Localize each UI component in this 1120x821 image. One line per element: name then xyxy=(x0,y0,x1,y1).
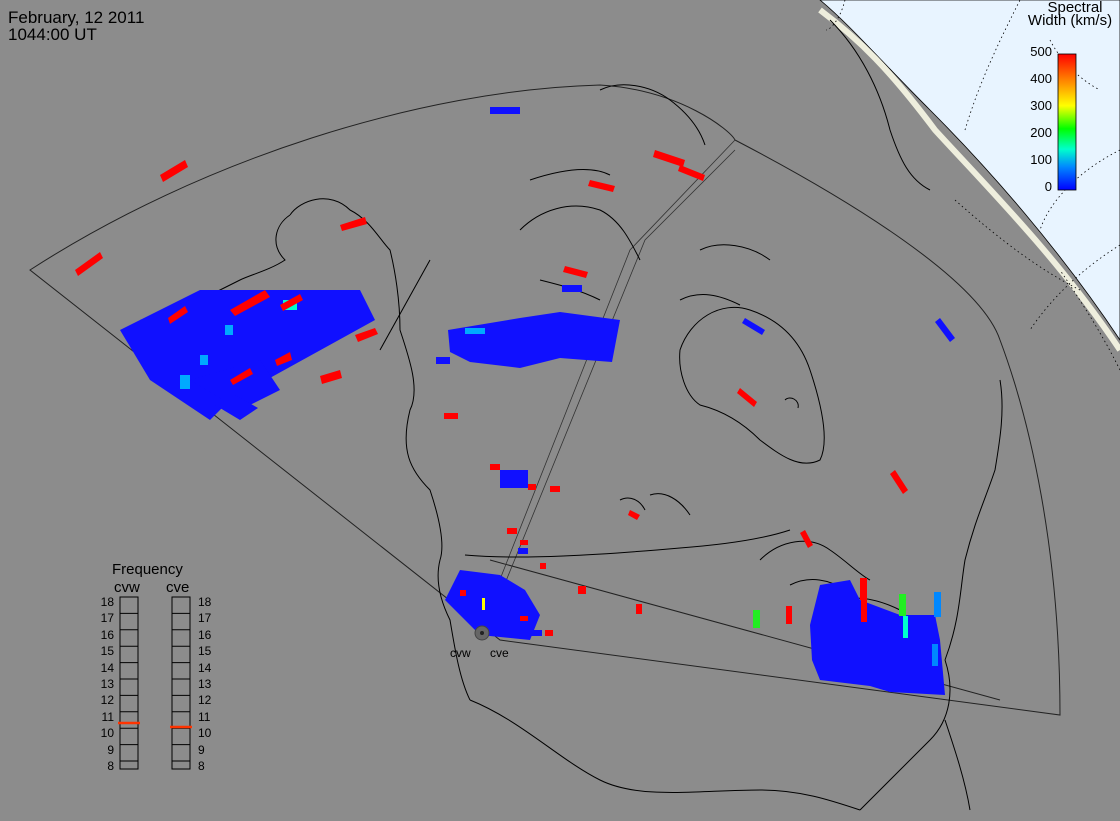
freq-scale-label: 14 xyxy=(198,660,212,675)
freq-scale-label: 12 xyxy=(100,693,114,708)
freq-scale-label: 8 xyxy=(198,759,205,773)
echo-cluster-alaska xyxy=(120,290,375,420)
freq-scale-label: 11 xyxy=(198,709,211,724)
freq-scale-label: 13 xyxy=(198,677,212,691)
echo-red-alaska xyxy=(75,160,378,385)
freq-scale-label: 15 xyxy=(100,644,114,659)
legend-tick-label: 300 xyxy=(1030,98,1052,113)
legend-tick-label: 200 xyxy=(1030,125,1052,140)
echo-cluster-east xyxy=(753,578,945,695)
freq-scale-label: 17 xyxy=(198,611,212,626)
legend-tick-label: 500 xyxy=(1030,44,1052,59)
coastlines xyxy=(179,19,1003,811)
echo-cluster-site xyxy=(445,540,553,640)
legend-tick-label: 100 xyxy=(1030,152,1052,167)
freq-scale-label: 16 xyxy=(100,627,114,642)
legend-title-1: Spectral xyxy=(1047,0,1103,16)
legend-title-2: Width (km/s) xyxy=(1027,12,1113,29)
echo-cluster-central xyxy=(436,107,620,488)
legend-tick-label: 0 xyxy=(1044,179,1052,194)
date-label: February, 12 2011 xyxy=(8,8,145,27)
terminator-line xyxy=(818,7,1120,352)
freq-scale-label: 13 xyxy=(100,677,114,691)
freq-label-cvw: cvw xyxy=(114,579,140,596)
echo-red-scattered xyxy=(444,150,908,614)
grid-dotted xyxy=(825,0,1120,371)
freq-scale-label: 12 xyxy=(198,693,212,708)
freq-scale-label: 14 xyxy=(100,660,114,675)
freq-scale-label: 18 xyxy=(198,595,212,609)
frequency-boxes xyxy=(119,596,191,770)
dayside-region xyxy=(819,0,1120,341)
freq-label-cve: cve xyxy=(166,579,190,596)
freq-scale-label: 17 xyxy=(100,611,114,626)
freq-scale-label: 15 xyxy=(198,644,212,659)
time-label: 1044:00 UT xyxy=(8,25,97,44)
frequency-title: Frequency xyxy=(112,561,183,578)
legend-tick-label: 400 xyxy=(1030,71,1052,86)
frequency-ticks xyxy=(120,612,190,762)
us-canada-border xyxy=(464,529,791,558)
freq-scale-label: 9 xyxy=(198,742,205,757)
freq-scale-label: 10 xyxy=(198,726,212,741)
freq-scale-label: 16 xyxy=(198,627,212,642)
freq-scale-label: 10 xyxy=(100,726,114,741)
freq-scale-label: 18 xyxy=(100,595,114,609)
echo-blue-east xyxy=(742,318,955,342)
site-label-cvw: cvw xyxy=(450,646,471,660)
color-bar xyxy=(1057,53,1077,191)
site-label-cve: cve xyxy=(490,646,509,660)
freq-scale-label: 8 xyxy=(107,759,114,773)
freq-scale-label: 9 xyxy=(107,742,114,757)
alaska-border xyxy=(379,259,431,351)
freq-scale-label: 11 xyxy=(101,709,114,724)
